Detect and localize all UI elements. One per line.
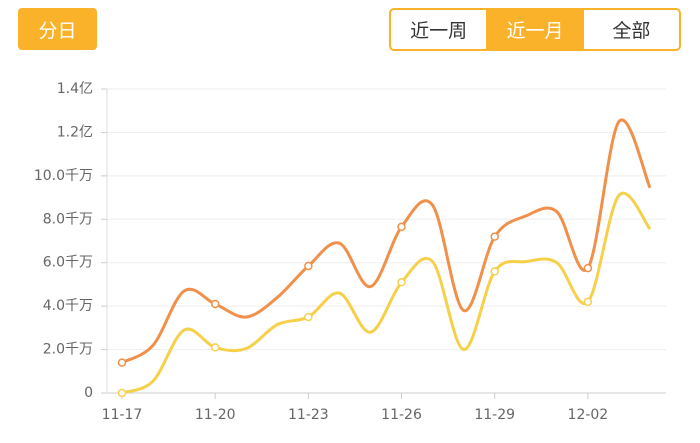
- x-tick-label: 11-26: [381, 407, 422, 423]
- point: [210, 299, 220, 309]
- point: [397, 278, 406, 287]
- point: [117, 388, 127, 398]
- range-tabs: 近一周 近一月 全部: [389, 8, 681, 51]
- x-tick-label: 11-23: [288, 407, 329, 423]
- range-tab[interactable]: 近一周: [410, 20, 468, 42]
- point: [117, 358, 127, 367]
- x-tick-label: 11-29: [474, 407, 515, 423]
- y-tick-label: 1.2亿: [57, 124, 93, 140]
- point: [397, 222, 406, 232]
- point: [583, 263, 593, 273]
- point: [583, 297, 593, 307]
- point: [304, 312, 313, 322]
- x-tick-label: 12-02: [568, 407, 609, 423]
- range-tab[interactable]: 近一月: [486, 10, 583, 49]
- point: [490, 232, 499, 241]
- y-tick-label: 1.4亿: [57, 81, 93, 97]
- y-tick-label: 4.0千万: [43, 298, 93, 314]
- series-line: [121, 118, 652, 364]
- point: [490, 267, 499, 276]
- y-tick-label: 6.0千万: [43, 255, 93, 271]
- y-tick-label: 10.0千万: [34, 168, 93, 184]
- y-tick-label: 0: [84, 385, 93, 401]
- y-tick-label: 8.0千万: [43, 211, 93, 227]
- range-tab[interactable]: 全部: [582, 10, 679, 49]
- y-tick-label: 2.0千万: [43, 342, 93, 358]
- point: [304, 261, 313, 271]
- x-tick-label: 11-20: [195, 407, 236, 423]
- x-tick-label: 11-17: [102, 407, 143, 423]
- day-button[interactable]: 分日: [18, 8, 97, 50]
- point: [210, 343, 220, 352]
